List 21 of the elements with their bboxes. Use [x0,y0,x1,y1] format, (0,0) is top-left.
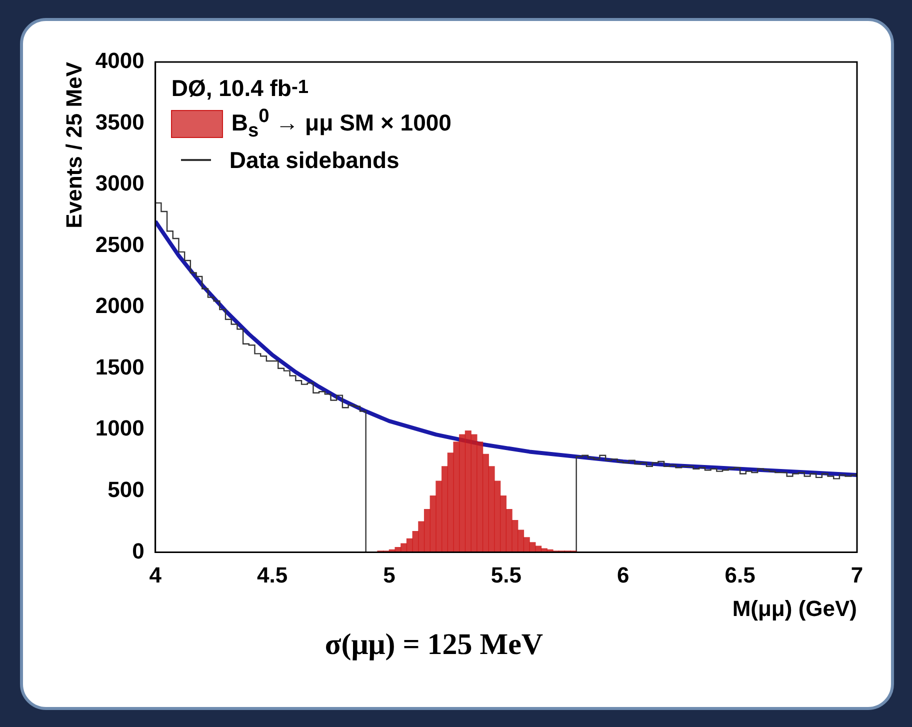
x-tick-label: 7 [850,562,864,588]
y-tick-label: 2500 [95,232,144,257]
y-tick-label: 3500 [95,109,144,134]
y-tick-label: 3000 [95,170,144,196]
y-tick-label: 1500 [95,354,144,380]
y-axis-title: Events / 25 MeV [61,62,86,228]
legend-label: B$_{s}$$^{0}$ → μμ SM × 1000 [231,106,452,142]
x-tick-label: 4.5 [256,562,288,588]
x-axis-title: M(μμ) (GeV) [732,596,857,621]
x-tick-label: 6 [616,562,630,588]
y-tick-label: 500 [108,476,144,502]
y-tick-label: 1000 [95,416,144,441]
y-tick-label: 0 [132,538,144,564]
x-tick-label: 5 [383,562,396,588]
x-tick-label: 5.5 [490,562,522,588]
y-tick-label: 4000 [95,48,144,74]
legend-label: Data sidebands [229,146,400,174]
text: σ(μμ) = 125 MeV [324,628,544,662]
x-tick-label: 4 [149,562,162,588]
y-tick-label: 2000 [95,293,144,318]
x-tick-label: 6.5 [724,562,756,588]
